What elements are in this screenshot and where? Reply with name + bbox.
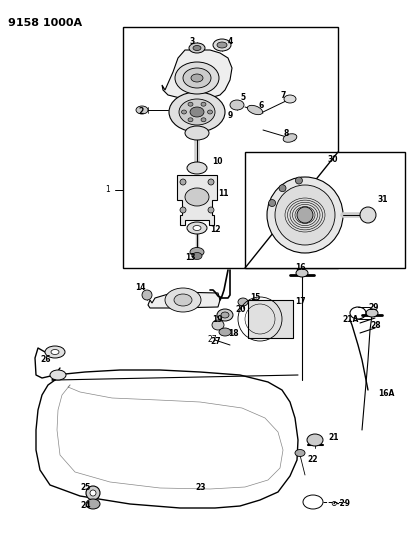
Ellipse shape <box>275 185 335 245</box>
Ellipse shape <box>297 207 313 223</box>
Ellipse shape <box>169 92 225 132</box>
Text: 17: 17 <box>295 297 306 306</box>
Ellipse shape <box>208 179 214 185</box>
Ellipse shape <box>185 188 209 206</box>
Text: 26: 26 <box>40 356 51 365</box>
Text: 20: 20 <box>235 305 245 314</box>
Ellipse shape <box>192 253 202 260</box>
Ellipse shape <box>283 134 297 142</box>
Text: 27: 27 <box>207 335 217 344</box>
Ellipse shape <box>51 350 59 354</box>
Ellipse shape <box>208 207 214 213</box>
Ellipse shape <box>190 107 204 117</box>
Bar <box>248 300 293 338</box>
Text: 3: 3 <box>190 37 195 46</box>
Ellipse shape <box>217 42 227 48</box>
Text: 8: 8 <box>283 128 289 138</box>
Text: 25: 25 <box>80 483 90 492</box>
Ellipse shape <box>267 177 343 253</box>
Ellipse shape <box>86 499 100 509</box>
Ellipse shape <box>269 199 276 206</box>
Ellipse shape <box>279 185 286 192</box>
Ellipse shape <box>296 269 308 277</box>
Ellipse shape <box>201 118 206 122</box>
Text: 24: 24 <box>80 500 90 510</box>
Text: 22: 22 <box>307 456 318 464</box>
Text: 7: 7 <box>280 91 285 100</box>
Polygon shape <box>162 50 232 100</box>
Ellipse shape <box>360 207 376 223</box>
Ellipse shape <box>142 290 152 300</box>
Ellipse shape <box>189 43 205 53</box>
Ellipse shape <box>193 225 201 230</box>
Ellipse shape <box>183 68 211 88</box>
Ellipse shape <box>182 110 187 114</box>
Ellipse shape <box>86 486 100 500</box>
Ellipse shape <box>230 100 244 110</box>
Polygon shape <box>148 292 220 308</box>
Text: 23: 23 <box>195 483 206 492</box>
Text: 1: 1 <box>106 185 111 195</box>
Ellipse shape <box>366 309 378 317</box>
Text: 28: 28 <box>370 320 381 329</box>
Ellipse shape <box>191 74 203 82</box>
Text: 29: 29 <box>368 303 379 312</box>
Ellipse shape <box>296 177 302 184</box>
Text: 6: 6 <box>258 101 263 109</box>
Text: 11: 11 <box>218 189 229 198</box>
Ellipse shape <box>185 126 209 140</box>
Ellipse shape <box>180 207 186 213</box>
Text: 16: 16 <box>295 263 305 272</box>
Ellipse shape <box>190 247 204 256</box>
Text: 19: 19 <box>212 316 222 325</box>
Ellipse shape <box>221 312 229 318</box>
Text: 18: 18 <box>228 328 239 337</box>
Ellipse shape <box>50 370 66 380</box>
Text: 9: 9 <box>228 110 233 119</box>
Text: 15: 15 <box>250 294 261 303</box>
Ellipse shape <box>295 449 305 456</box>
Text: 10: 10 <box>212 157 222 166</box>
Text: 5: 5 <box>240 93 245 102</box>
Text: 30: 30 <box>328 156 339 165</box>
Ellipse shape <box>174 294 192 306</box>
Text: 13: 13 <box>185 254 196 262</box>
Ellipse shape <box>187 222 207 234</box>
Text: 27: 27 <box>210 337 221 346</box>
Text: 4: 4 <box>228 37 233 46</box>
Ellipse shape <box>193 45 201 51</box>
Text: 16A: 16A <box>378 389 395 398</box>
Text: 14: 14 <box>135 282 145 292</box>
Text: 21: 21 <box>328 432 339 441</box>
Ellipse shape <box>219 328 231 336</box>
Ellipse shape <box>175 62 219 94</box>
Ellipse shape <box>208 110 212 114</box>
Ellipse shape <box>45 346 65 358</box>
Ellipse shape <box>284 95 296 103</box>
Ellipse shape <box>136 106 148 114</box>
Text: 2: 2 <box>138 108 143 117</box>
Text: 21A: 21A <box>342 316 358 325</box>
Bar <box>123 27 338 268</box>
Text: 9158 1000A: 9158 1000A <box>8 18 82 28</box>
Ellipse shape <box>307 434 323 446</box>
Text: ⊙-29: ⊙-29 <box>330 498 350 507</box>
Ellipse shape <box>201 102 206 106</box>
Ellipse shape <box>90 490 96 496</box>
Ellipse shape <box>188 118 193 122</box>
Polygon shape <box>177 175 217 225</box>
Text: 12: 12 <box>210 225 220 235</box>
Ellipse shape <box>187 162 207 174</box>
Ellipse shape <box>212 320 224 330</box>
Ellipse shape <box>188 102 193 106</box>
Ellipse shape <box>217 309 233 321</box>
Ellipse shape <box>179 99 215 125</box>
Bar <box>245 152 405 268</box>
Ellipse shape <box>238 298 248 306</box>
Ellipse shape <box>180 179 186 185</box>
Ellipse shape <box>165 288 201 312</box>
Ellipse shape <box>247 106 263 115</box>
Ellipse shape <box>213 39 231 51</box>
Text: 31: 31 <box>378 196 388 205</box>
